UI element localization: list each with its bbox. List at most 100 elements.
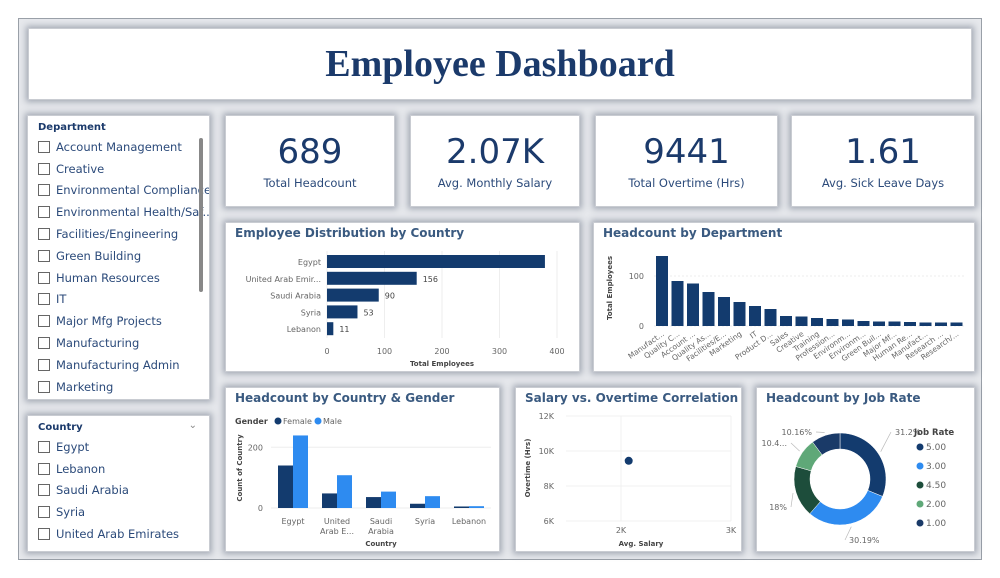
slicer-item[interactable]: United Arab Emirates xyxy=(28,523,209,545)
leader-line xyxy=(880,431,892,452)
bar-male xyxy=(425,496,440,508)
legend-marker xyxy=(916,519,924,527)
y-tick-label: 0 xyxy=(639,322,644,331)
slicer-item-label: Manufacturing xyxy=(56,336,140,351)
slicer-item[interactable]: Green Building xyxy=(28,245,209,267)
bar xyxy=(327,255,545,268)
slicer-item-label: Environmental Compliance xyxy=(56,183,209,198)
checkbox[interactable] xyxy=(38,506,50,519)
chart-title: Headcount by Country & Gender xyxy=(235,391,455,405)
slicer-item[interactable]: Syria xyxy=(28,501,209,523)
slicer-item[interactable]: Egypt xyxy=(28,436,209,458)
slicer-item-label: United Arab Emirates xyxy=(56,527,180,542)
slicer-item[interactable]: Manufacturing xyxy=(28,332,209,354)
category-label: Syria xyxy=(301,308,321,317)
category-label: Egypt xyxy=(281,517,304,526)
category-label: Saudi Arabia xyxy=(368,517,394,536)
category-label: United Arab Emir... xyxy=(246,275,321,284)
data-label: 53 xyxy=(363,308,373,317)
x-axis-title: Country xyxy=(365,540,397,548)
y-tick-label: 100 xyxy=(629,272,644,281)
category-label-line: Arabia xyxy=(368,527,394,536)
checkbox[interactable] xyxy=(38,462,50,475)
chart-title: Salary vs. Overtime Correlation xyxy=(525,391,739,405)
legend-label: 2.00 xyxy=(926,500,946,510)
data-label: 18% xyxy=(769,503,787,512)
checkbox[interactable] xyxy=(38,315,50,328)
bar xyxy=(795,316,808,326)
slicer-item[interactable]: Account Management xyxy=(28,136,209,158)
data-label: 31.2% xyxy=(895,428,921,437)
checkbox[interactable] xyxy=(38,440,50,453)
legend-title: Job Rate xyxy=(913,428,954,438)
donut-slice xyxy=(839,432,887,497)
category-label-line: Arab E... xyxy=(320,527,354,536)
chart-job-rate: Headcount by Job Rate 31.2% 30.19% 18% 10.4.… xyxy=(756,387,975,552)
checkbox[interactable] xyxy=(38,206,50,219)
x-axis-title: Total Employees xyxy=(410,360,474,368)
checkbox[interactable] xyxy=(38,140,50,153)
bar-female xyxy=(322,493,337,508)
y-tick-label: 8K xyxy=(544,482,555,491)
slicer-item[interactable]: Manufacturing Admin xyxy=(28,354,209,376)
slicer-item-label: Egypt xyxy=(56,439,90,454)
category-label: Lebanon xyxy=(452,517,486,526)
bar xyxy=(656,256,668,326)
legend-marker xyxy=(916,481,924,489)
slicer-item[interactable]: Environmental Compliance xyxy=(28,180,209,202)
slicer-item[interactable]: Lebanon xyxy=(28,458,209,480)
slicer-item[interactable]: Environmental Health/Saf... xyxy=(28,201,209,223)
slicer-item[interactable]: Saudi Arabia xyxy=(28,480,209,502)
slicer-item[interactable]: Human Resources xyxy=(28,267,209,289)
slicer-item-label: Manufacturing Admin xyxy=(56,357,180,372)
slicer-item[interactable]: Marketing xyxy=(28,376,209,398)
checkbox[interactable] xyxy=(38,484,50,497)
bar xyxy=(671,281,684,326)
checkbox[interactable] xyxy=(38,271,50,284)
bar xyxy=(764,309,777,326)
slicer-item[interactable]: Creative xyxy=(28,158,209,180)
scrollbar[interactable] xyxy=(199,138,203,292)
checkbox[interactable] xyxy=(38,380,50,393)
checkbox[interactable] xyxy=(38,293,50,306)
chevron-down-icon[interactable]: ⌄ xyxy=(188,420,197,431)
slicer-item[interactable]: IT xyxy=(28,289,209,311)
slicer-item-label: Creative xyxy=(56,161,105,176)
country-slicer[interactable]: Country ⌄ Egypt Lebanon Saudi Arabia Syria U… xyxy=(27,415,210,552)
bar xyxy=(749,306,761,326)
department-slicer[interactable]: Department Account Management Creative Env… xyxy=(27,115,210,400)
scatter-point xyxy=(624,456,633,465)
slicer-item-label: Syria xyxy=(56,505,86,520)
y-axis-title: Total Employees xyxy=(606,256,614,320)
checkbox[interactable] xyxy=(38,162,50,175)
bar-female xyxy=(410,503,425,508)
data-label: 10.16% xyxy=(781,428,812,437)
x-tick-label: 0 xyxy=(324,347,329,356)
bar xyxy=(873,321,885,326)
bar-male xyxy=(469,506,484,508)
checkbox[interactable] xyxy=(38,249,50,262)
checkbox[interactable] xyxy=(38,184,50,197)
chart-title: Headcount by Job Rate xyxy=(766,391,921,405)
chart-salary-overtime: Salary vs. Overtime Correlation 6K 8K 10K 12… xyxy=(515,387,742,552)
slicer-item[interactable]: Facilities/Engineering xyxy=(28,223,209,245)
slicer-item[interactable]: Major Mfg Projects xyxy=(28,310,209,332)
category-label: United Arab E... xyxy=(320,517,354,536)
x-tick-label: 300 xyxy=(492,347,507,356)
bar xyxy=(687,283,699,326)
bar xyxy=(842,319,854,326)
checkbox[interactable] xyxy=(38,228,50,241)
slicer-title: Department xyxy=(38,122,106,133)
bar xyxy=(857,321,870,326)
slicer-item-label: Facilities/Engineering xyxy=(56,227,179,242)
checkbox[interactable] xyxy=(38,528,50,541)
y-tick-label: 6K xyxy=(544,517,555,526)
category-label: Lebanon xyxy=(287,325,321,334)
category-label: IT xyxy=(748,329,759,341)
category-label: Saudi Arabia xyxy=(270,292,321,301)
bar xyxy=(327,322,334,336)
leader-line xyxy=(844,526,852,541)
checkbox[interactable] xyxy=(38,358,50,371)
x-axis-title: Avg. Salary xyxy=(619,540,664,548)
checkbox[interactable] xyxy=(38,337,50,350)
